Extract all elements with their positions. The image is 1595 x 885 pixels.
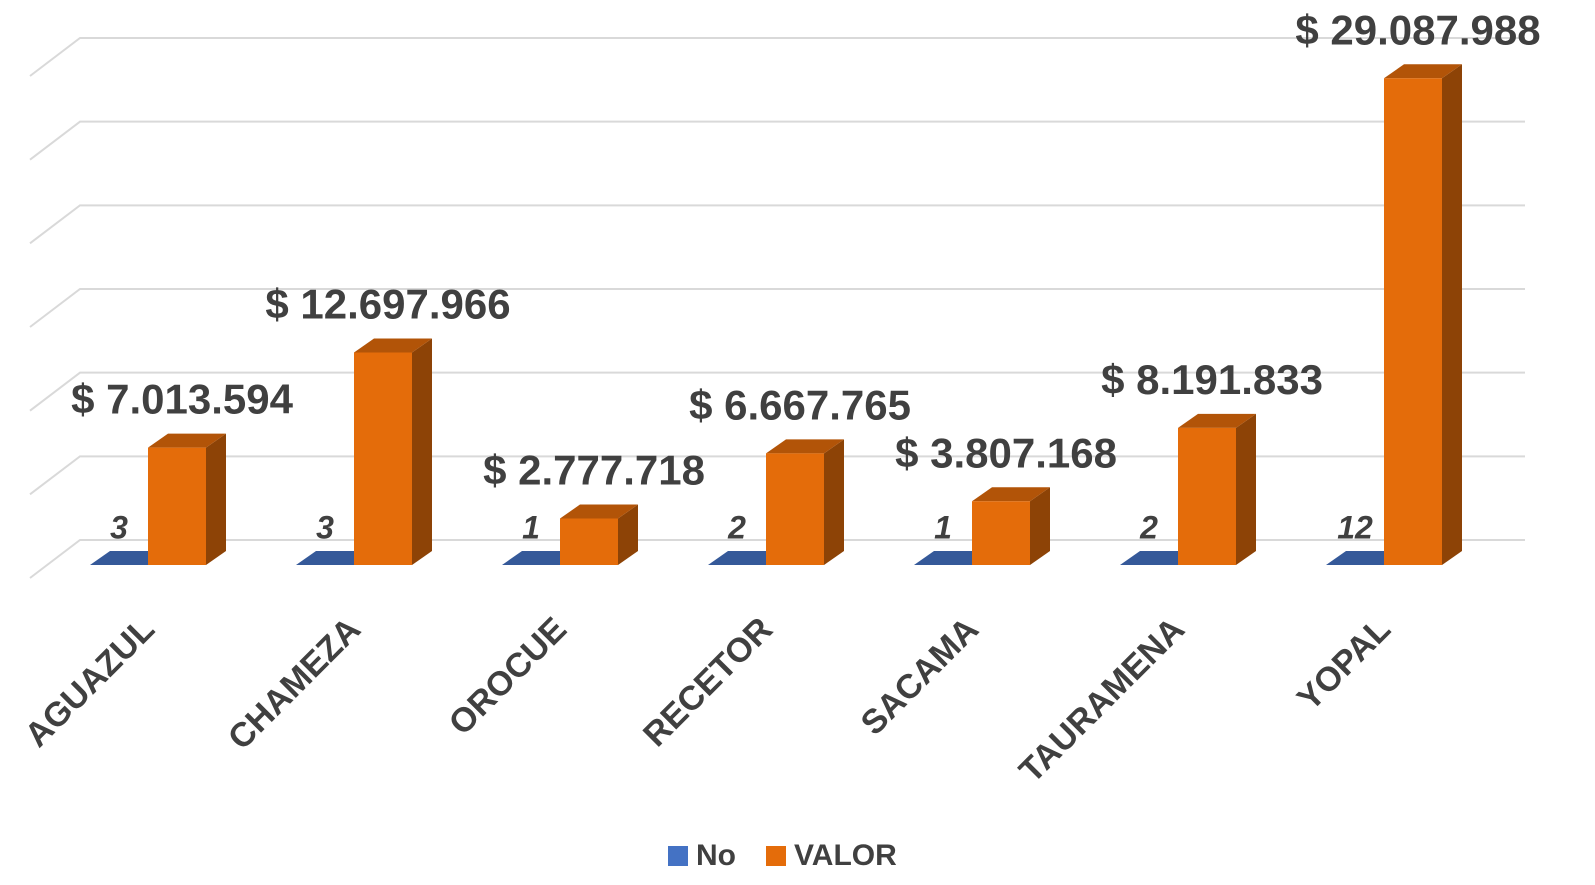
bar-face [1384,78,1442,566]
bar-face [1384,64,1462,79]
data-label: $ 2.777.718 [483,447,705,494]
x-tick-label: RECETOR [636,610,780,754]
bar [148,433,226,565]
data-label: 3 [316,509,334,545]
bar [972,487,1050,565]
x-tick-label: YOPAL [1290,610,1398,718]
bar-face [1178,413,1256,428]
data-label: $ 12.697.966 [265,281,510,328]
bar-face [1178,427,1236,565]
grid-line [29,288,1525,328]
bar-face [560,518,618,565]
bar-face [206,433,226,565]
data-label: 2 [1139,509,1158,545]
data-label: $ 7.013.594 [71,376,294,423]
bar-face [972,487,1050,502]
bar-face [560,504,638,519]
x-tick-label: AGUAZUL [18,610,162,754]
bar [560,504,638,565]
bar-face [618,504,638,565]
bar [354,338,432,565]
legend-label: VALOR [794,839,897,872]
x-tick-label: TAURAMENA [1012,610,1192,790]
data-label: $ 29.087.988 [1295,6,1540,53]
data-label: $ 6.667.765 [689,382,911,429]
x-tick-label: OROCUE [442,610,574,742]
bar-face [824,439,844,565]
data-label: 12 [1337,509,1373,545]
bar-face [1442,64,1462,566]
data-label: $ 8.191.833 [1101,356,1323,403]
bar-face [1030,487,1050,565]
grid-line [29,120,1525,161]
grid-line [29,455,1525,496]
bar [1384,64,1462,566]
data-label: 1 [934,509,952,545]
bar-face [1236,413,1256,565]
bar [766,439,844,565]
bar-face [354,352,412,565]
data-label: 1 [522,509,540,545]
data-label: $ 3.807.168 [895,429,1117,476]
bar-face [148,433,226,448]
bar-face [412,338,432,565]
bar-face [766,439,844,454]
legend-swatch [668,846,688,866]
x-tick-label: SACAMA [854,610,986,742]
x-tick-label: CHAMEZA [221,610,368,757]
bar-face [148,447,206,565]
bar-face [766,453,824,565]
data-label: 3 [110,509,128,545]
grid-line [29,37,1525,77]
bar-face [354,338,432,353]
grid-line [29,204,1525,245]
legend-label: No [696,839,736,872]
legend-swatch [766,846,786,866]
grid-line [29,371,1525,412]
bar [1178,413,1256,565]
bar-face [972,501,1030,565]
data-label: 2 [727,509,746,545]
